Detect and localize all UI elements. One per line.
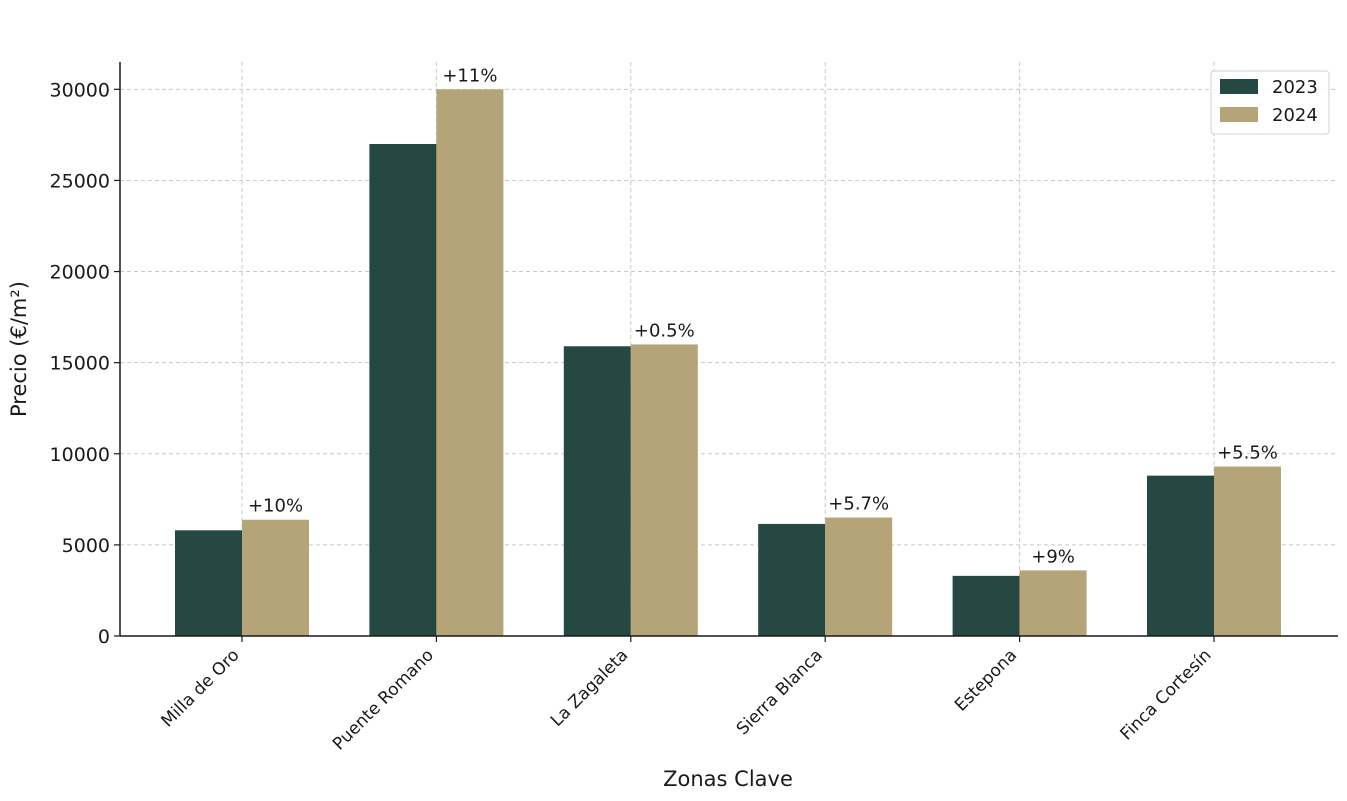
y-tick-label: 5000 — [62, 535, 110, 557]
x-tick-label: Sierra Blanca — [733, 645, 827, 739]
bar-annotation: +10% — [248, 496, 303, 517]
bar-annotation: +5.7% — [828, 494, 889, 515]
annotations: +10% +11% +0.5% +5.7% +9% +5.5% — [248, 65, 1278, 567]
bar-2023-4 — [952, 575, 1020, 636]
bar-2024-1 — [436, 89, 504, 637]
x-tick-labels: Milla de Oro Puente Romano La Zagaleta Sier… — [157, 645, 1215, 754]
legend: 2023 2024 — [1210, 70, 1330, 135]
bar-2023-2 — [563, 346, 631, 636]
axes — [114, 62, 1338, 642]
bar-annotation: +5.5% — [1217, 443, 1278, 464]
x-tick-label: Puente Romano — [329, 645, 438, 754]
bar-2023-1 — [369, 144, 437, 636]
x-axis-title: Zonas Clave — [663, 767, 793, 791]
y-tick-label: 10000 — [50, 444, 110, 466]
x-tick-label: Milla de Oro — [157, 645, 243, 731]
x-tick-label: Finca Cortesín — [1117, 645, 1216, 744]
legend-label-2024: 2024 — [1272, 105, 1318, 126]
legend-label-2023: 2023 — [1272, 77, 1318, 98]
bar-2023-3 — [758, 523, 826, 636]
y-tick-label: 20000 — [50, 262, 110, 284]
bars — [175, 89, 1281, 637]
legend-swatch-2023 — [1220, 79, 1258, 94]
bar-2024-4 — [1019, 570, 1087, 636]
bar-2023-5 — [1147, 475, 1214, 636]
bar-2024-0 — [242, 519, 309, 636]
legend-swatch-2024 — [1220, 107, 1258, 122]
x-tick-label: La Zagaleta — [547, 645, 632, 730]
x-tick-label: Estepona — [951, 645, 1021, 715]
bar-2023-0 — [175, 530, 242, 636]
bar-2024-3 — [825, 517, 893, 636]
y-axis-title: Precio (€/m²) — [7, 281, 31, 417]
y-tick-labels: 0 5000 10000 15000 20000 25000 30000 — [50, 79, 110, 648]
bar-annotation: +11% — [442, 65, 497, 86]
y-tick-label: 25000 — [50, 170, 110, 192]
y-tick-label: 0 — [98, 626, 110, 648]
bar-annotation: +0.5% — [634, 320, 695, 341]
y-tick-label: 15000 — [50, 353, 110, 375]
bar-annotation: +9% — [1031, 546, 1075, 567]
bar-2024-5 — [1214, 466, 1281, 636]
y-tick-label: 30000 — [50, 79, 110, 101]
bar-2024-2 — [630, 344, 698, 636]
